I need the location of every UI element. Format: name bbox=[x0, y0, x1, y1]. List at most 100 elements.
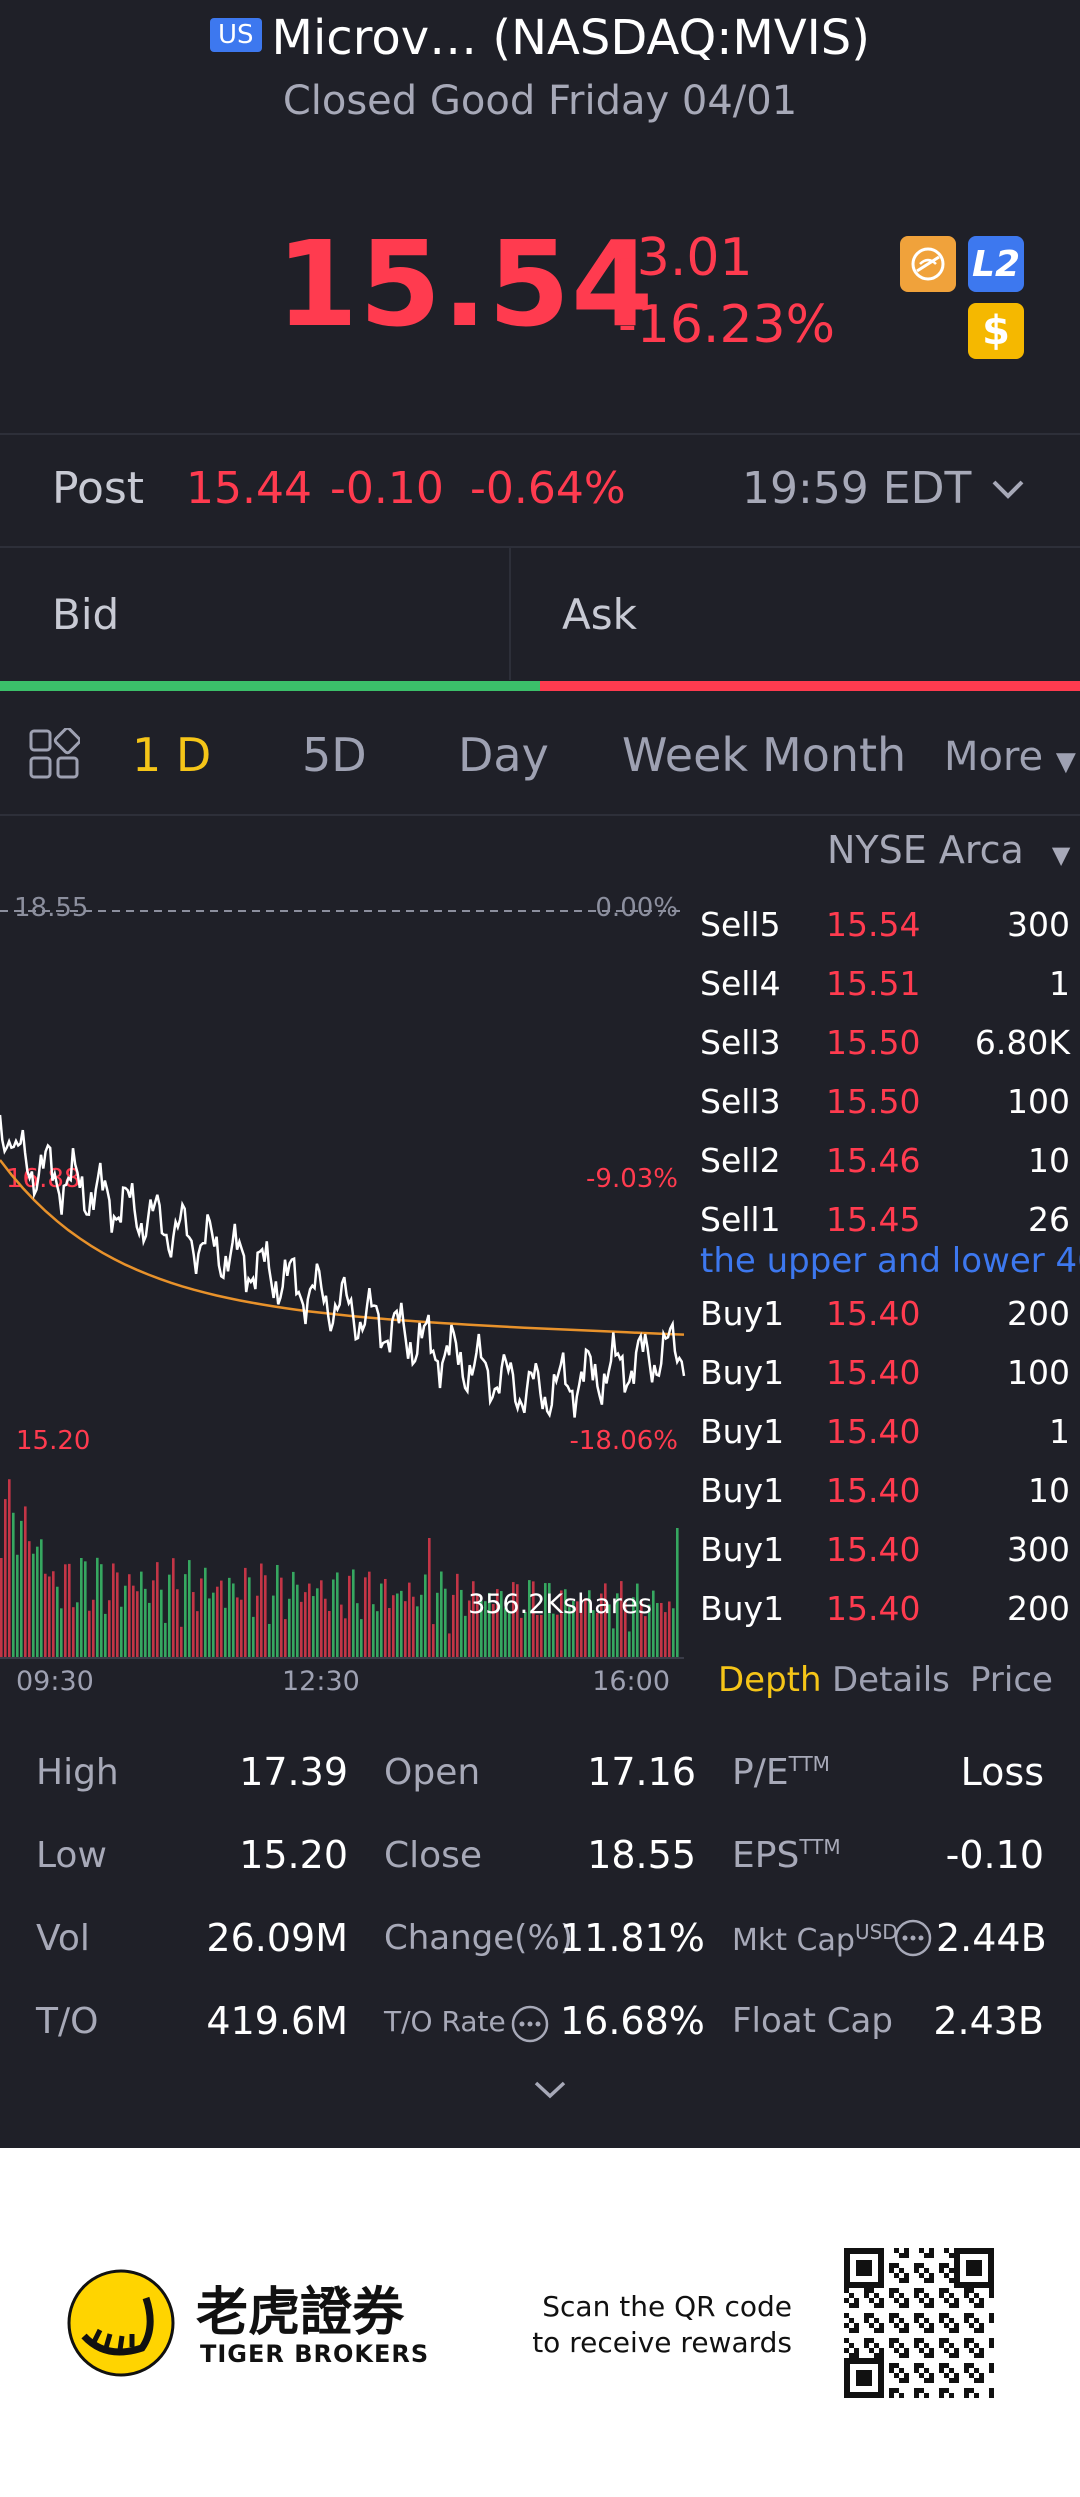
time-label-mid: 12:30 bbox=[282, 1666, 360, 1697]
stat-low-value: 15.20 bbox=[239, 1833, 348, 1877]
tab-week[interactable]: Week bbox=[622, 728, 749, 782]
qr-module bbox=[964, 2343, 969, 2348]
volume-bar bbox=[264, 1575, 267, 1658]
qr-module bbox=[964, 2363, 969, 2368]
buy-row: Buy1 15.40 200 bbox=[700, 1294, 1076, 1353]
tab-1d[interactable]: 1 D bbox=[132, 728, 212, 782]
qr-module bbox=[914, 2368, 919, 2373]
volume-bar bbox=[484, 1601, 487, 1658]
volume-bar bbox=[440, 1571, 443, 1658]
volume-bar bbox=[432, 1624, 435, 1658]
more-info-icon[interactable] bbox=[893, 1918, 933, 1962]
qr-module bbox=[904, 2373, 909, 2378]
qr-module bbox=[944, 2388, 949, 2393]
qr-code[interactable] bbox=[844, 2248, 994, 2398]
post-market-time[interactable]: 19:59 EDT bbox=[742, 463, 972, 514]
more-info-icon[interactable] bbox=[510, 2004, 550, 2048]
volume-bar bbox=[664, 1612, 667, 1658]
qr-module bbox=[929, 2353, 934, 2358]
order-volume: 100 bbox=[1007, 1353, 1070, 1392]
chevron-down-icon[interactable] bbox=[990, 470, 1026, 511]
qr-module bbox=[949, 2353, 954, 2358]
high-pct-label: -9.03% bbox=[586, 1164, 678, 1194]
order-price: 15.40 bbox=[826, 1294, 921, 1333]
qr-module bbox=[844, 2313, 849, 2318]
qr-module bbox=[944, 2263, 949, 2268]
order-volume: 6.80K bbox=[974, 1023, 1070, 1062]
qr-module bbox=[889, 2268, 894, 2273]
qr-module bbox=[969, 2288, 974, 2293]
volume-bar bbox=[400, 1590, 403, 1658]
grid-icon[interactable] bbox=[28, 726, 82, 780]
volume-bar bbox=[48, 1576, 51, 1658]
stat-eps-sup: TTM bbox=[799, 1835, 841, 1859]
qr-module bbox=[954, 2303, 959, 2308]
qr-module bbox=[954, 2353, 959, 2358]
exchange-selector[interactable]: NYSE Arca ▼ bbox=[827, 828, 1070, 872]
qr-module bbox=[944, 2313, 949, 2318]
tab-day[interactable]: Day bbox=[458, 728, 549, 782]
volume-bar bbox=[580, 1599, 583, 1658]
tab-price[interactable]: Price bbox=[970, 1660, 1053, 1700]
qr-module bbox=[954, 2378, 959, 2383]
qr-module bbox=[924, 2318, 929, 2323]
qr-module bbox=[904, 2248, 909, 2253]
volume-bar bbox=[304, 1592, 307, 1658]
qr-module bbox=[874, 2303, 879, 2308]
hide-icon[interactable] bbox=[900, 236, 956, 292]
volume-bar bbox=[164, 1622, 167, 1658]
volume-bar bbox=[588, 1590, 591, 1658]
qr-module bbox=[944, 2348, 949, 2353]
volume-bars bbox=[0, 1479, 679, 1658]
volume-bar bbox=[504, 1607, 507, 1658]
qr-module bbox=[854, 2328, 859, 2333]
qr-module bbox=[904, 2253, 909, 2258]
volume-bar bbox=[296, 1584, 299, 1658]
volume-bar bbox=[288, 1598, 291, 1658]
qr-module bbox=[849, 2318, 854, 2323]
order-price: 15.50 bbox=[826, 1082, 921, 1121]
volume-bar bbox=[188, 1560, 191, 1658]
volume-bar bbox=[508, 1611, 511, 1658]
stat-high-label: High bbox=[36, 1752, 119, 1793]
qr-module bbox=[974, 2368, 979, 2373]
volume-bar bbox=[36, 1546, 39, 1658]
tab-more[interactable]: More ▼ bbox=[944, 734, 1076, 780]
qr-module bbox=[869, 2338, 874, 2343]
sell-row: Sell3 15.50 100 bbox=[700, 1082, 1076, 1141]
qr-module bbox=[904, 2348, 909, 2353]
volume-bar bbox=[216, 1586, 219, 1658]
volume-bar bbox=[308, 1583, 311, 1658]
qr-module bbox=[899, 2393, 904, 2398]
volume-bar bbox=[120, 1606, 123, 1658]
order-book-notice[interactable]: the upper and lower 40 bbox=[700, 1241, 1080, 1281]
stat-eps-label: EPSTTM bbox=[732, 1835, 841, 1876]
order-volume: 200 bbox=[1007, 1294, 1070, 1333]
buy-row: Buy1 15.40 1 bbox=[700, 1412, 1076, 1471]
qr-module bbox=[914, 2288, 919, 2293]
caret-down-icon: ▼ bbox=[1055, 747, 1076, 777]
order-side-label: Buy1 bbox=[700, 1530, 785, 1569]
qr-module bbox=[894, 2323, 899, 2328]
expand-chevron-icon[interactable] bbox=[533, 2070, 567, 2110]
volume-bar bbox=[568, 1607, 571, 1658]
qr-module bbox=[874, 2318, 879, 2323]
tab-month[interactable]: Month bbox=[762, 728, 907, 782]
level2-icon[interactable]: L2 bbox=[968, 236, 1024, 292]
sell-row: Sell1 15.45 26 bbox=[700, 1200, 1076, 1259]
qr-module bbox=[919, 2388, 924, 2393]
volume-bar bbox=[292, 1571, 295, 1658]
volume-bar bbox=[96, 1557, 99, 1658]
stat-eps-value: -0.10 bbox=[945, 1833, 1044, 1877]
tab-details[interactable]: Details bbox=[832, 1660, 950, 1700]
volume-bar bbox=[660, 1602, 663, 1658]
qr-module bbox=[856, 2260, 872, 2276]
tab-depth[interactable]: Depth bbox=[718, 1660, 822, 1700]
qr-module bbox=[849, 2293, 854, 2298]
volume-bar bbox=[520, 1617, 523, 1658]
dollar-icon[interactable]: $ bbox=[968, 303, 1024, 359]
volume-bar bbox=[88, 1610, 91, 1658]
tab-5d[interactable]: 5D bbox=[302, 728, 367, 782]
qr-module bbox=[989, 2338, 994, 2343]
intraday-chart[interactable]: 18.55 0.00% 16.88 -9.03% 15.20 -18.06% 3… bbox=[0, 880, 690, 1700]
